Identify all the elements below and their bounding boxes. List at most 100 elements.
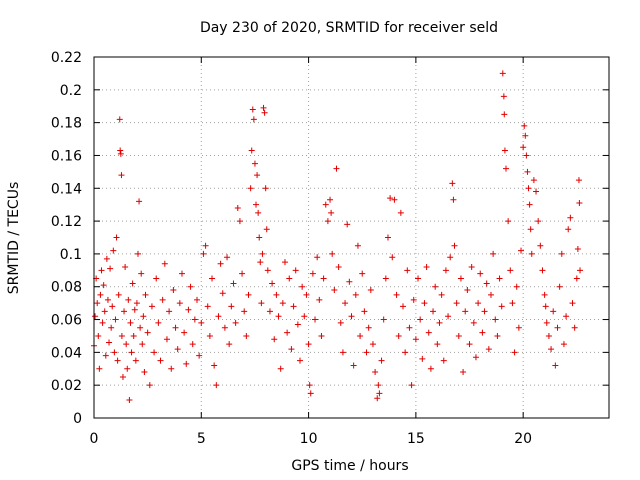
data-point bbox=[92, 313, 99, 320]
data-point bbox=[139, 341, 146, 348]
data-point bbox=[146, 382, 153, 389]
data-point bbox=[525, 185, 532, 192]
data-point bbox=[382, 275, 389, 282]
data-point bbox=[563, 313, 570, 320]
data-point bbox=[436, 319, 443, 326]
data-point bbox=[140, 313, 147, 320]
data-point bbox=[496, 275, 503, 282]
data-point bbox=[374, 395, 381, 402]
data-point bbox=[354, 242, 361, 249]
data-point bbox=[389, 254, 396, 261]
data-point bbox=[112, 316, 119, 323]
data-point bbox=[573, 275, 580, 282]
data-point bbox=[361, 308, 368, 315]
data-point bbox=[528, 250, 535, 257]
data-point bbox=[297, 357, 303, 364]
data-point bbox=[509, 300, 516, 307]
data-point bbox=[259, 250, 266, 257]
data-point bbox=[400, 303, 406, 310]
data-point bbox=[230, 280, 237, 287]
data-point bbox=[365, 324, 372, 331]
data-point bbox=[176, 300, 183, 307]
data-point bbox=[387, 195, 394, 202]
data-point bbox=[202, 242, 209, 249]
data-point bbox=[460, 369, 467, 376]
data-point bbox=[415, 275, 422, 282]
data-point bbox=[425, 329, 432, 336]
y-tick-label: 0.04 bbox=[51, 345, 82, 361]
data-point bbox=[537, 242, 544, 249]
data-point bbox=[226, 341, 233, 348]
data-point bbox=[554, 324, 561, 331]
data-point bbox=[209, 275, 216, 282]
data-point bbox=[260, 104, 267, 111]
data-point bbox=[109, 303, 116, 310]
data-point bbox=[352, 291, 359, 298]
data-point bbox=[477, 270, 484, 277]
data-point bbox=[558, 250, 565, 257]
data-point bbox=[144, 329, 151, 336]
data-point bbox=[339, 349, 346, 356]
data-point bbox=[247, 185, 254, 192]
data-point bbox=[384, 234, 391, 241]
data-point bbox=[290, 303, 297, 310]
data-point bbox=[258, 300, 265, 307]
data-point bbox=[124, 365, 131, 372]
data-point bbox=[447, 254, 454, 261]
data-point bbox=[438, 291, 445, 298]
data-point bbox=[314, 254, 321, 261]
chart-title: Day 230 of 2020, SRMTID for receiver sel… bbox=[200, 20, 498, 36]
axis-ticks: 0 0.02 0.04 0.06 0.08 0.1 0.12 0.14 0.16 0.18 0.2 0… bbox=[51, 50, 609, 447]
data-point bbox=[269, 280, 276, 287]
data-point bbox=[137, 324, 144, 331]
data-point bbox=[148, 303, 155, 310]
data-point bbox=[251, 160, 258, 167]
data-point bbox=[523, 152, 530, 159]
y-tick-label: 0.14 bbox=[51, 181, 82, 197]
data-point bbox=[118, 172, 125, 179]
data-point bbox=[501, 147, 508, 154]
data-point bbox=[305, 341, 312, 348]
data-point bbox=[211, 362, 218, 369]
data-point bbox=[522, 132, 529, 139]
data-point bbox=[526, 201, 533, 208]
data-point bbox=[99, 319, 106, 326]
data-point bbox=[110, 247, 117, 254]
data-point bbox=[406, 324, 413, 331]
data-point bbox=[236, 218, 243, 225]
data-point bbox=[97, 291, 104, 298]
data-point bbox=[312, 316, 319, 323]
data-point bbox=[543, 319, 550, 326]
data-point bbox=[518, 247, 525, 254]
x-tick-label: 15 bbox=[407, 431, 425, 447]
data-point bbox=[542, 303, 549, 310]
data-point bbox=[119, 373, 126, 380]
data-point bbox=[204, 303, 211, 310]
data-point bbox=[134, 250, 141, 257]
data-point bbox=[255, 209, 262, 216]
data-point bbox=[530, 177, 537, 184]
data-point bbox=[174, 346, 181, 353]
y-tick-label: 0.1 bbox=[60, 247, 82, 263]
y-tick-label: 0.02 bbox=[51, 378, 82, 394]
data-point bbox=[94, 300, 101, 307]
data-point bbox=[301, 313, 308, 320]
data-point bbox=[198, 319, 205, 326]
data-point bbox=[194, 296, 200, 303]
data-point bbox=[346, 278, 353, 285]
data-point bbox=[183, 360, 190, 367]
data-point bbox=[239, 270, 246, 277]
data-point bbox=[468, 264, 475, 271]
data-point bbox=[316, 296, 323, 303]
data-point bbox=[569, 300, 576, 307]
data-point bbox=[485, 346, 492, 353]
data-point bbox=[550, 308, 557, 315]
data-point bbox=[449, 180, 456, 187]
data-point bbox=[228, 303, 235, 310]
data-point bbox=[264, 267, 271, 274]
data-point bbox=[224, 254, 231, 261]
data-point bbox=[357, 332, 364, 339]
data-point bbox=[303, 291, 310, 298]
data-point bbox=[548, 346, 555, 353]
data-point bbox=[241, 308, 248, 315]
